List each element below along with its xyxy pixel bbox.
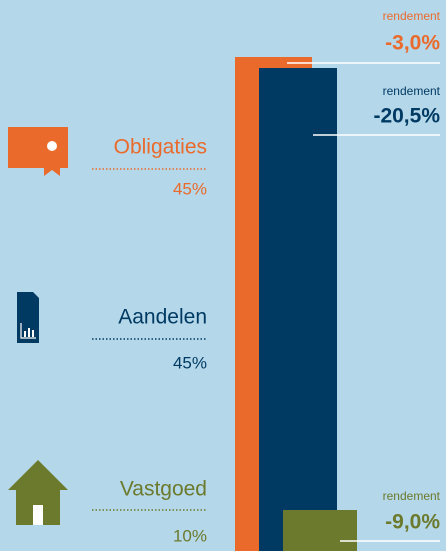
return-value: -9,0%	[385, 511, 440, 534]
bar-aandelen	[259, 68, 337, 551]
asset-share: 10%	[173, 526, 207, 545]
asset-label: Obligaties	[114, 136, 207, 159]
bar-vastgoed	[283, 510, 357, 551]
asset-label: Vastgoed	[120, 478, 207, 501]
return-label: rendement	[383, 489, 441, 503]
return-value: -20,5%	[373, 105, 440, 128]
icon-house	[8, 460, 68, 525]
asset-label: Aandelen	[118, 306, 207, 329]
return-value: -3,0%	[385, 32, 440, 55]
return-label: rendement	[383, 84, 441, 98]
icon-certificate	[8, 127, 68, 176]
return-label: rendement	[383, 9, 441, 23]
icon-document	[17, 292, 39, 343]
asset-share: 45%	[173, 179, 207, 198]
asset-share: 45%	[173, 353, 207, 372]
